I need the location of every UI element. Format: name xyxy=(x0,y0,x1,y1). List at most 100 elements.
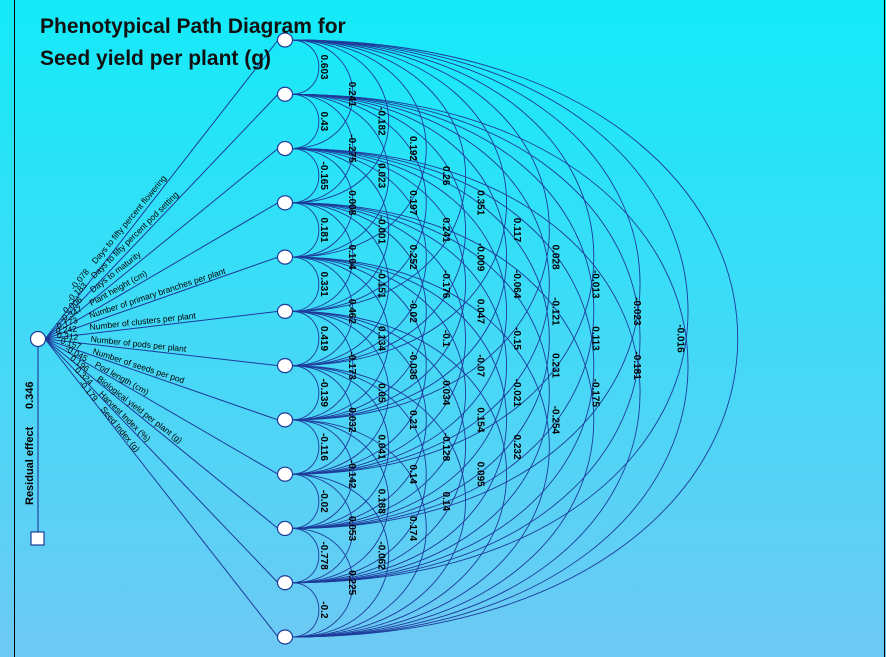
correlation-arc xyxy=(290,148,507,475)
correlation-value: 0.26 xyxy=(440,166,451,186)
correlation-value: 0.041 xyxy=(376,434,387,459)
direct-effect-value: 0.242 xyxy=(55,324,78,336)
correlation-arc xyxy=(290,310,467,584)
correlation-arc xyxy=(290,310,354,421)
correlation-value: 0.419 xyxy=(318,326,329,351)
trait-node xyxy=(276,32,294,48)
correlation-value: 0.047 xyxy=(475,299,486,324)
correlation-arc xyxy=(290,93,595,529)
residual-node xyxy=(30,531,45,546)
correlation-arc xyxy=(290,93,320,149)
correlation-value: 0.232 xyxy=(511,434,522,459)
path-line xyxy=(44,338,279,367)
correlation-value: 0.241 xyxy=(346,82,357,107)
path-line xyxy=(44,93,279,340)
correlation-value: -0.173 xyxy=(346,351,357,380)
correlation-arc xyxy=(290,39,641,529)
correlation-value: -0.013 xyxy=(590,270,601,299)
correlation-arc xyxy=(290,93,427,312)
correlation-value: -0.151 xyxy=(376,270,387,299)
correlation-value: 0.034 xyxy=(440,380,451,405)
correlation-arc xyxy=(290,582,320,638)
correlation-arc xyxy=(290,256,389,421)
yield-node xyxy=(29,330,47,348)
correlation-value: 0.43 xyxy=(318,112,329,132)
correlation-arc xyxy=(290,93,389,258)
correlation-arc xyxy=(290,202,595,638)
correlation-labels: 0.603 0.43 -0.165 0.181 0.331 0.419 -0.139 -0.1… xyxy=(318,55,686,619)
correlation-arc xyxy=(290,148,641,638)
correlation-arc xyxy=(290,419,320,475)
correlation-arc xyxy=(290,39,738,638)
correlation-value: 0.331 xyxy=(318,272,329,297)
correlation-value: -0.254 xyxy=(550,406,561,435)
diagram-title-line1: Phenotypical Path Diagram for xyxy=(40,15,346,38)
correlation-value: 0.231 xyxy=(550,353,561,378)
correlation-arc xyxy=(290,528,354,638)
correlation-value: 0.14 xyxy=(440,492,451,512)
correlation-arc xyxy=(290,419,354,529)
correlation-value: 0.225 xyxy=(346,570,357,595)
correlation-value: 0.05 xyxy=(376,383,387,403)
correlation-arc xyxy=(290,93,550,475)
correlation-value: -0.175 xyxy=(590,379,601,408)
correlation-arc xyxy=(290,39,507,367)
correlation-arc xyxy=(290,473,354,584)
correlation-value: 0.192 xyxy=(407,136,418,161)
correlation-arc xyxy=(290,365,427,584)
path-line xyxy=(44,338,279,529)
correlation-value: -0.139 xyxy=(318,379,329,408)
correlation-arc xyxy=(290,473,389,638)
path-line xyxy=(44,338,279,584)
correlation-arc xyxy=(290,202,354,312)
path-line xyxy=(44,202,279,340)
correlation-value: -0.1 xyxy=(440,330,451,348)
correlation-value: 0.053 xyxy=(346,516,357,541)
correlation-value: -0.07 xyxy=(475,354,486,377)
correlation-value: -0.165 xyxy=(318,162,329,191)
correlation-arc xyxy=(290,256,507,584)
path-line xyxy=(44,338,279,475)
correlation-arc xyxy=(290,310,507,638)
correlation-value: -0.116 xyxy=(318,433,329,461)
correlation-value: 0.023 xyxy=(376,163,387,188)
correlation-value: -0.021 xyxy=(511,379,522,408)
correlation-arc xyxy=(290,310,389,475)
correlation-value: -0.182 xyxy=(376,107,387,136)
correlation-value: 0.197 xyxy=(407,190,418,215)
correlation-value: -0.128 xyxy=(440,433,451,462)
residual-value: 0.346 xyxy=(24,381,36,409)
correlation-value: 0.181 xyxy=(318,217,329,242)
correlation-value: -0.001 xyxy=(376,216,387,245)
correlation-arc xyxy=(290,39,389,204)
diagram-title-line2: Seed yield per plant (g) xyxy=(40,47,271,70)
correlation-value: 0.113 xyxy=(590,326,601,351)
correlation-value: 0.351 xyxy=(475,190,486,215)
path-line xyxy=(44,148,279,340)
correlation-arc xyxy=(290,148,354,258)
correlation-value: 0.462 xyxy=(346,299,357,324)
correlation-value: 0.603 xyxy=(318,55,329,80)
correlation-value: -0.2 xyxy=(318,601,329,619)
trait-node xyxy=(276,520,294,537)
trait-node xyxy=(276,629,294,645)
correlation-value: 0.21 xyxy=(407,410,418,430)
correlation-arc xyxy=(290,148,389,312)
correlation-arc xyxy=(290,148,427,367)
path-line xyxy=(44,39,279,340)
correlation-arc xyxy=(290,39,354,149)
correlation-arc xyxy=(290,528,320,584)
correlation-arc xyxy=(290,148,550,529)
residual-label: Residual effect xyxy=(24,426,36,505)
correlation-arc xyxy=(290,365,320,421)
correlation-arc xyxy=(290,202,389,367)
correlation-arc xyxy=(290,256,427,475)
correlation-arc xyxy=(290,365,389,529)
correlation-value: 0.008 xyxy=(346,190,357,215)
correlation-arc xyxy=(290,148,595,584)
correlation-value: 0.14 xyxy=(407,464,418,484)
trait-node xyxy=(276,466,294,482)
